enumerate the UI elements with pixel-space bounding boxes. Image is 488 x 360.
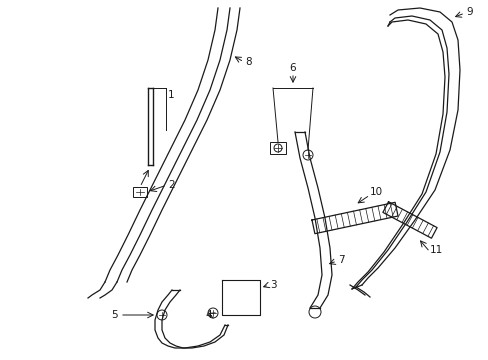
Text: 1: 1 (168, 90, 174, 100)
Text: 10: 10 (369, 187, 382, 197)
Text: 11: 11 (429, 245, 442, 255)
Bar (133, 187, 147, 197)
Text: 3: 3 (269, 280, 276, 290)
Text: 4: 4 (205, 310, 212, 320)
Text: 5: 5 (111, 310, 118, 320)
Text: 2: 2 (168, 180, 174, 190)
Text: 9: 9 (465, 7, 472, 17)
Text: 8: 8 (244, 57, 251, 67)
Text: 7: 7 (337, 255, 344, 265)
Bar (269, 142, 285, 154)
Text: 6: 6 (289, 63, 296, 73)
